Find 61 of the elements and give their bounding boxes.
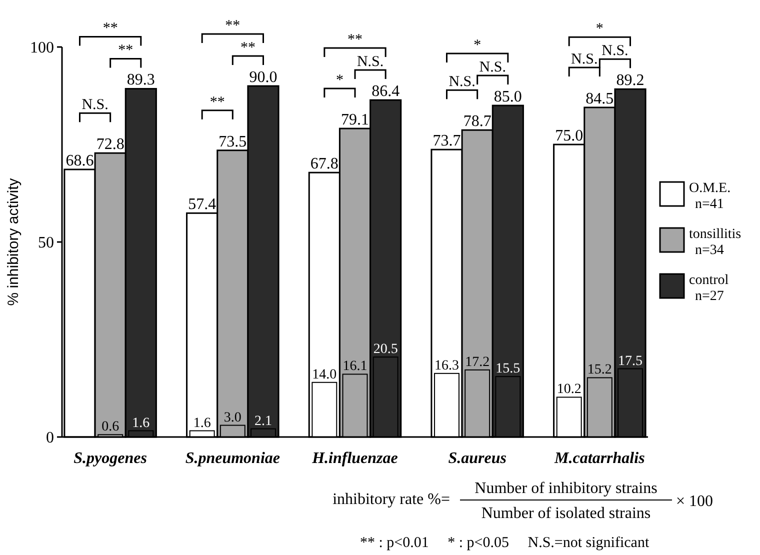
data-label: 3.0 (224, 410, 242, 426)
annotation: ** (118, 42, 134, 59)
data-label: 0.6 (102, 420, 120, 435)
annotation: * (336, 72, 344, 89)
text: ** : p<0.01 * : p<0.05 N.S.=not significant (360, 535, 650, 551)
text: Number of isolated strains (481, 505, 651, 522)
annotation: * (474, 38, 482, 54)
annotation: N.S. (571, 51, 598, 68)
y-tick-label: 50 (38, 234, 54, 252)
data-label: 57.4 (188, 196, 216, 214)
annotation: ** (348, 32, 362, 48)
data-label: 15.5 (496, 362, 520, 377)
text: ** (225, 18, 240, 34)
annotation: ** (240, 40, 256, 56)
annotation: N.S. (356, 54, 384, 70)
data-label: 90.0 (249, 69, 278, 86)
data-label: 1.6 (193, 416, 211, 431)
annotation: N.S. (479, 60, 506, 76)
data-label: 14.0 (312, 367, 337, 382)
y-tick-label: 100 (30, 40, 54, 57)
annotation: ** (210, 94, 225, 110)
data-label: 89.3 (126, 72, 155, 89)
data-label: 10.2 (556, 382, 582, 398)
text: * (596, 21, 604, 38)
data-label: 89.2 (616, 72, 644, 90)
text: × 100 (676, 493, 714, 510)
x-tick-label: S.aureus (448, 450, 506, 467)
data-label: 15.2 (587, 362, 612, 378)
legend-label: control n=27 (689, 273, 729, 304)
data-label: 72.8 (96, 136, 124, 154)
data-label: 73.5 (218, 133, 247, 150)
text: inhibitory rate %= (332, 491, 450, 508)
data-label: 84.5 (586, 90, 614, 108)
text: ** (102, 20, 118, 37)
y-axis-title: % inhibitory activity (5, 178, 22, 306)
annotation: N.S. (82, 97, 108, 114)
data-label: 2.1 (254, 414, 272, 429)
data-label: 68.6 (66, 152, 94, 170)
data-label: 67.8 (310, 156, 338, 173)
data-label: 85.0 (494, 88, 522, 106)
legend-label: O.M.E. n=41 (689, 181, 731, 212)
data-label: 16.3 (434, 358, 460, 374)
legend-label: tonsillitis n=34 (689, 227, 742, 258)
data-label: 73.7 (432, 132, 461, 150)
data-label: 20.5 (373, 342, 398, 358)
x-tick-label: S.pyogenes (74, 450, 147, 467)
data-label: 75.0 (555, 128, 584, 144)
x-tick-label: S.pneumoniae (185, 450, 280, 467)
data-label: 86.4 (372, 83, 400, 100)
data-label: 1.6 (132, 416, 150, 431)
x-tick-label: M.catarrhalis (554, 450, 645, 467)
annotation: N.S. (448, 74, 476, 90)
y-tick-label: 0 (46, 430, 54, 447)
text: Number of inhibitory strains (474, 480, 658, 497)
data-label: 16.1 (342, 359, 368, 374)
data-label: 79.1 (341, 112, 369, 129)
annotation: N.S. (602, 43, 628, 60)
data-label: 78.7 (463, 113, 492, 130)
x-tick-label: H.influenzae (311, 450, 398, 467)
data-label: 17.5 (618, 354, 643, 369)
data-label: 17.2 (465, 354, 490, 370)
